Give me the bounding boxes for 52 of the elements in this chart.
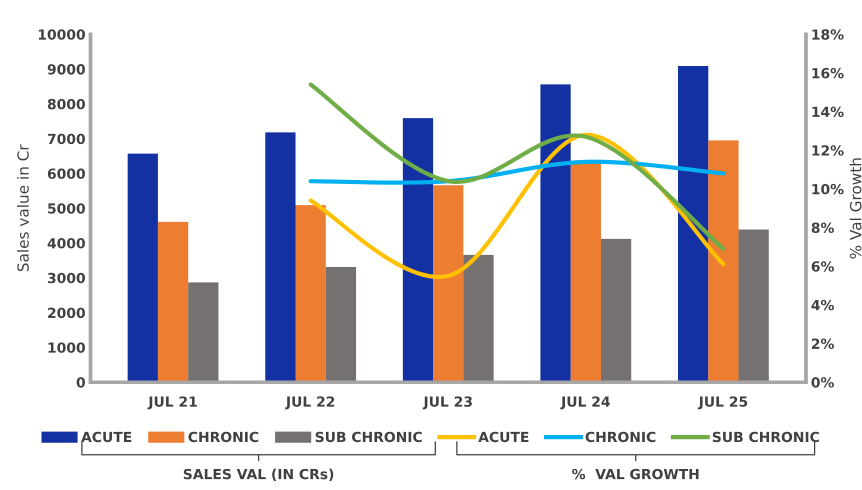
y2-tick-label: 10%: [812, 184, 844, 194]
x-tick-label: JUL 23: [422, 396, 472, 410]
bar: [326, 267, 356, 382]
bar: [433, 185, 464, 382]
legend-label: CHRONIC: [586, 432, 656, 442]
y-tick-label: 8000: [48, 98, 85, 110]
bar: [296, 205, 326, 382]
x-tick-label: JUL 21: [148, 396, 197, 410]
x-tick-label: JUL 22: [285, 396, 334, 410]
y2-tick-label: 18%: [812, 29, 844, 40]
y-axis-title: Sales value in Cr: [16, 144, 29, 272]
y-tick-label: 4000: [48, 238, 85, 249]
y2-tick-label: 12%: [812, 145, 844, 156]
bar: [678, 66, 708, 382]
y2-axis-title: % Val Growth: [850, 158, 862, 259]
bar: [540, 84, 571, 382]
line-series: [308, 82, 726, 251]
y-tick-label: 1000: [48, 342, 85, 353]
legend-label: CHRONIC: [188, 432, 258, 442]
legend-label: ACUTE: [478, 432, 528, 442]
y2-tick-label: 2%: [812, 338, 834, 350]
y-tick-label: 7000: [48, 134, 85, 144]
bar: [463, 254, 494, 382]
y2-tick-label: 16%: [812, 68, 844, 78]
bar: [158, 222, 188, 382]
y-tick-label: 5000: [48, 203, 85, 214]
x-tick-label: JUL 24: [560, 396, 610, 410]
bar: [402, 118, 434, 382]
y-tick-label: 3000: [48, 272, 85, 284]
bar: [188, 282, 218, 382]
bar: [128, 154, 158, 382]
text: SALES VAL (IN CRs): [184, 468, 334, 481]
y-tick-label: 6000: [48, 168, 85, 179]
y-tick-label: 2000: [48, 308, 85, 318]
y-tick-label: 0: [76, 377, 85, 388]
y-tick-label: 9000: [48, 64, 85, 75]
legend-label: ACUTE: [81, 432, 132, 442]
bar: [600, 238, 632, 382]
legend-label: SUB CHRONIC: [712, 432, 819, 442]
y2-tick-label: 0%: [811, 377, 834, 388]
y2-tick-label: 8%: [812, 222, 834, 234]
bar: [265, 132, 296, 382]
y-tick-label: 10000: [38, 29, 85, 40]
legend-label: SUB CHRONIC: [316, 432, 422, 442]
x-tick-label: JUL 25: [698, 396, 748, 410]
bar: [570, 162, 601, 382]
bar: [708, 140, 739, 382]
y2-tick-label: 14%: [812, 106, 844, 118]
text: % VAL GROWTH: [572, 468, 699, 480]
y2-tick-label: 6%: [812, 261, 834, 272]
bar: [738, 229, 769, 382]
y2-tick-label: 4%: [811, 300, 834, 310]
